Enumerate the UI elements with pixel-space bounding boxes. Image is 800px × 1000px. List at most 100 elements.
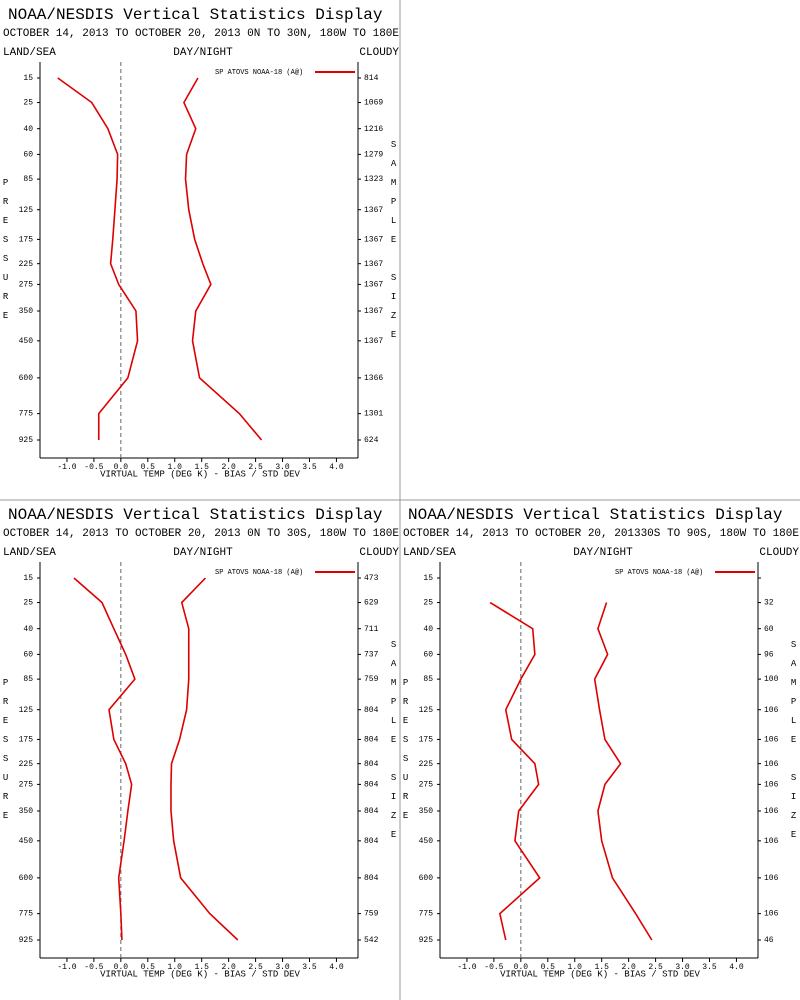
x-tick-label: 0.5 (141, 463, 156, 472)
y-tick-label: 85 (23, 675, 33, 684)
x-tick-label: 4.0 (729, 963, 744, 972)
sample-size: 804 (364, 736, 379, 745)
date-range: OCTOBER 14, 2013 TO OCTOBER 20, 2013 (3, 28, 241, 40)
y-axis-label: PRESSURE (1, 678, 11, 830)
y-tick-label: 175 (19, 736, 34, 745)
sample-size: 1323 (364, 175, 383, 184)
data-line (183, 77, 263, 441)
x-tick-label: 3.0 (275, 463, 290, 472)
data-line (489, 601, 541, 941)
y-tick-label: 125 (19, 706, 34, 715)
x-tick-label: 1.5 (194, 463, 209, 472)
y-tick-label: 775 (19, 410, 34, 419)
y-tick-label: 40 (423, 625, 433, 634)
y-tick-label: 925 (419, 936, 434, 945)
y-tick-label: 225 (19, 260, 34, 269)
y-tick-label: 600 (419, 874, 434, 883)
y-tick-label: 60 (423, 651, 433, 660)
x-tick-label: 2.0 (621, 963, 636, 972)
sample-size: 106 (764, 736, 779, 745)
sample-size: 1366 (364, 374, 383, 383)
y-tick-label: 600 (19, 374, 34, 383)
date-range: OCTOBER 14, 2013 TO OCTOBER 20, 2013 (3, 528, 241, 540)
x-tick-label: -1.0 (57, 963, 76, 972)
x-tick-label: 0.0 (114, 963, 129, 972)
x-tick-label: 4.0 (329, 463, 344, 472)
y2-axis-label: SAMPLE SIZE (389, 140, 399, 349)
y-tick-label: 85 (423, 675, 433, 684)
region: 30S TO 90S, 180W TO 180E (641, 528, 800, 540)
x-tick-label: 0.5 (141, 963, 156, 972)
y2-axis-label: SAMPLE SIZE (789, 640, 799, 849)
x-tick-label: -0.5 (84, 463, 103, 472)
land-sea: LAND/SEA (403, 547, 456, 559)
sample-size: 1367 (364, 280, 383, 289)
x-tick-label: -1.0 (457, 963, 476, 972)
x-tick-label: 2.0 (221, 963, 236, 972)
data-line (73, 577, 136, 941)
sample-size: 1367 (364, 337, 383, 346)
y-tick-label: 125 (19, 206, 34, 215)
x-tick-label: 4.0 (329, 963, 344, 972)
x-tick-label: 2.5 (648, 963, 663, 972)
x-tick-label: 1.0 (168, 963, 183, 972)
x-tick-label: -1.0 (57, 463, 76, 472)
y-tick-label: 600 (19, 874, 34, 883)
y-tick-label: 175 (19, 236, 34, 245)
sample-size: 473 (364, 574, 379, 583)
sample-size: 804 (364, 706, 379, 715)
legend-label: SP ATOVS NOAA-18 (A@) (215, 569, 303, 577)
y-tick-label: 85 (23, 175, 33, 184)
sample-size: 542 (364, 936, 379, 945)
y-tick-label: 925 (19, 936, 34, 945)
region: 0N TO 30N, 180W TO 180E (247, 28, 399, 40)
sample-size: 106 (764, 874, 779, 883)
sample-size: 1069 (364, 99, 383, 108)
chart-title: NOAA/NESDIS Vertical Statistics Display (8, 6, 383, 24)
sample-size: 106 (764, 807, 779, 816)
sample-size: 32 (764, 599, 774, 608)
y-axis-label: PRESSURE (401, 678, 411, 830)
x-tick-label: 1.5 (194, 963, 209, 972)
sample-size: 629 (364, 599, 379, 608)
sample-size: 711 (364, 625, 379, 634)
y-tick-label: 60 (23, 151, 33, 160)
sample-size: 1367 (364, 260, 383, 269)
sample-size: 1367 (364, 206, 383, 215)
x-tick-label: 1.5 (594, 963, 609, 972)
day-night: DAY/NIGHT (173, 47, 233, 59)
region: 0N TO 30S, 180W TO 180E (247, 528, 399, 540)
sample-size: 804 (364, 807, 379, 816)
sample-size: 1301 (364, 410, 383, 419)
x-axis-label: VIRTUAL TEMP (DEG K) - BIAS / STD DEV (100, 969, 300, 979)
cloudy: CLOUDY (759, 547, 799, 559)
y-tick-label: 925 (19, 436, 34, 445)
sample-size: 804 (364, 837, 379, 846)
sample-size: 106 (764, 910, 779, 919)
sample-size: 804 (364, 780, 379, 789)
y-tick-label: 25 (423, 599, 433, 608)
x-tick-label: 1.0 (568, 963, 583, 972)
x-tick-label: -0.5 (84, 963, 103, 972)
data-line (170, 577, 239, 941)
sample-size: 60 (764, 625, 774, 634)
y-tick-label: 775 (419, 910, 434, 919)
y-tick-label: 275 (19, 780, 34, 789)
sample-size: 106 (764, 760, 779, 769)
day-night: DAY/NIGHT (173, 547, 233, 559)
land-sea: LAND/SEA (3, 47, 56, 59)
sample-size: 624 (364, 436, 379, 445)
chart-title: NOAA/NESDIS Vertical Statistics Display (8, 506, 383, 524)
day-night: DAY/NIGHT (573, 547, 633, 559)
legend-label: SP ATOVS NOAA-18 (A@) (215, 69, 303, 77)
sample-size: 1367 (364, 307, 383, 316)
x-tick-label: 3.0 (275, 963, 290, 972)
legend-label: SP ATOVS NOAA-18 (A@) (615, 569, 703, 577)
y-tick-label: 775 (19, 910, 34, 919)
sample-size: 46 (764, 936, 774, 945)
y-tick-label: 15 (23, 74, 33, 83)
x-tick-label: 1.0 (168, 463, 183, 472)
y-tick-label: 225 (19, 760, 34, 769)
y-tick-label: 275 (19, 280, 34, 289)
